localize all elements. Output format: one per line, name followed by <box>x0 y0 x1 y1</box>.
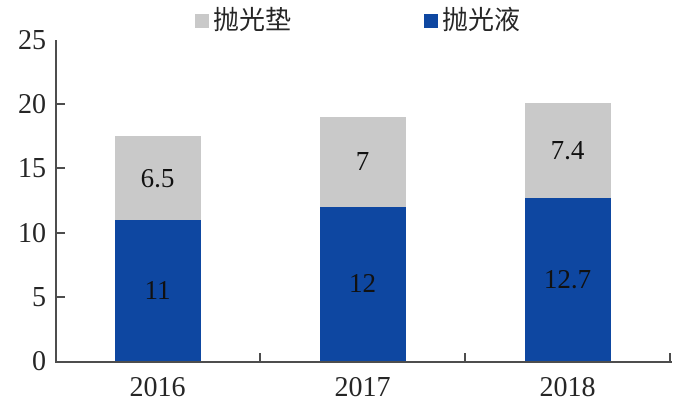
bar-segment-抛光液-2016: 11 <box>114 219 201 361</box>
bar-value-label: 7 <box>355 146 370 177</box>
bar-value-label: 12 <box>349 268 376 299</box>
x-tick-mark <box>669 353 671 362</box>
legend-label-slurry: 抛光液 <box>442 6 521 35</box>
bar-value-label: 12.7 <box>543 263 592 294</box>
x-category-label: 2017 <box>334 372 391 403</box>
bar-segment-抛光液-2017: 12 <box>319 206 406 361</box>
y-tick-mark <box>57 103 65 106</box>
bar-segment-抛光垫-2017: 7 <box>319 117 406 207</box>
y-tick-label: 5 <box>32 281 46 313</box>
y-tick-label: 0 <box>32 346 46 377</box>
bar-segment-抛光液-2018: 12.7 <box>524 197 611 361</box>
y-tick-mark <box>57 231 65 234</box>
y-tick-mark <box>57 167 65 170</box>
bar-segment-抛光垫-2016: 6.5 <box>114 136 201 220</box>
y-tick-label: 15 <box>18 153 46 185</box>
legend-swatch-slurry <box>424 14 438 28</box>
legend-item-pad: 抛光垫 <box>195 6 291 36</box>
y-tick-label: 10 <box>18 217 46 249</box>
bar-value-label: 6.5 <box>140 162 175 193</box>
chart-legend: 抛光垫 抛光液 <box>0 6 700 40</box>
x-tick-mark <box>464 353 466 362</box>
y-tick-label: 20 <box>18 89 46 121</box>
x-axis-line <box>55 361 672 363</box>
legend-label-pad: 抛光垫 <box>213 6 292 35</box>
bar-value-label: 11 <box>144 274 171 305</box>
bar-segment-抛光垫-2018: 7.4 <box>524 102 611 198</box>
x-category-label: 2016 <box>129 372 186 403</box>
y-tick-mark <box>57 295 65 298</box>
x-tick-mark <box>259 353 261 362</box>
y-axis-line <box>55 40 57 363</box>
bar-value-label: 7.4 <box>550 134 585 165</box>
y-tick-label: 25 <box>18 25 46 56</box>
legend-item-slurry: 抛光液 <box>424 6 520 36</box>
legend-swatch-pad <box>195 14 209 28</box>
x-category-label: 2018 <box>539 372 596 403</box>
